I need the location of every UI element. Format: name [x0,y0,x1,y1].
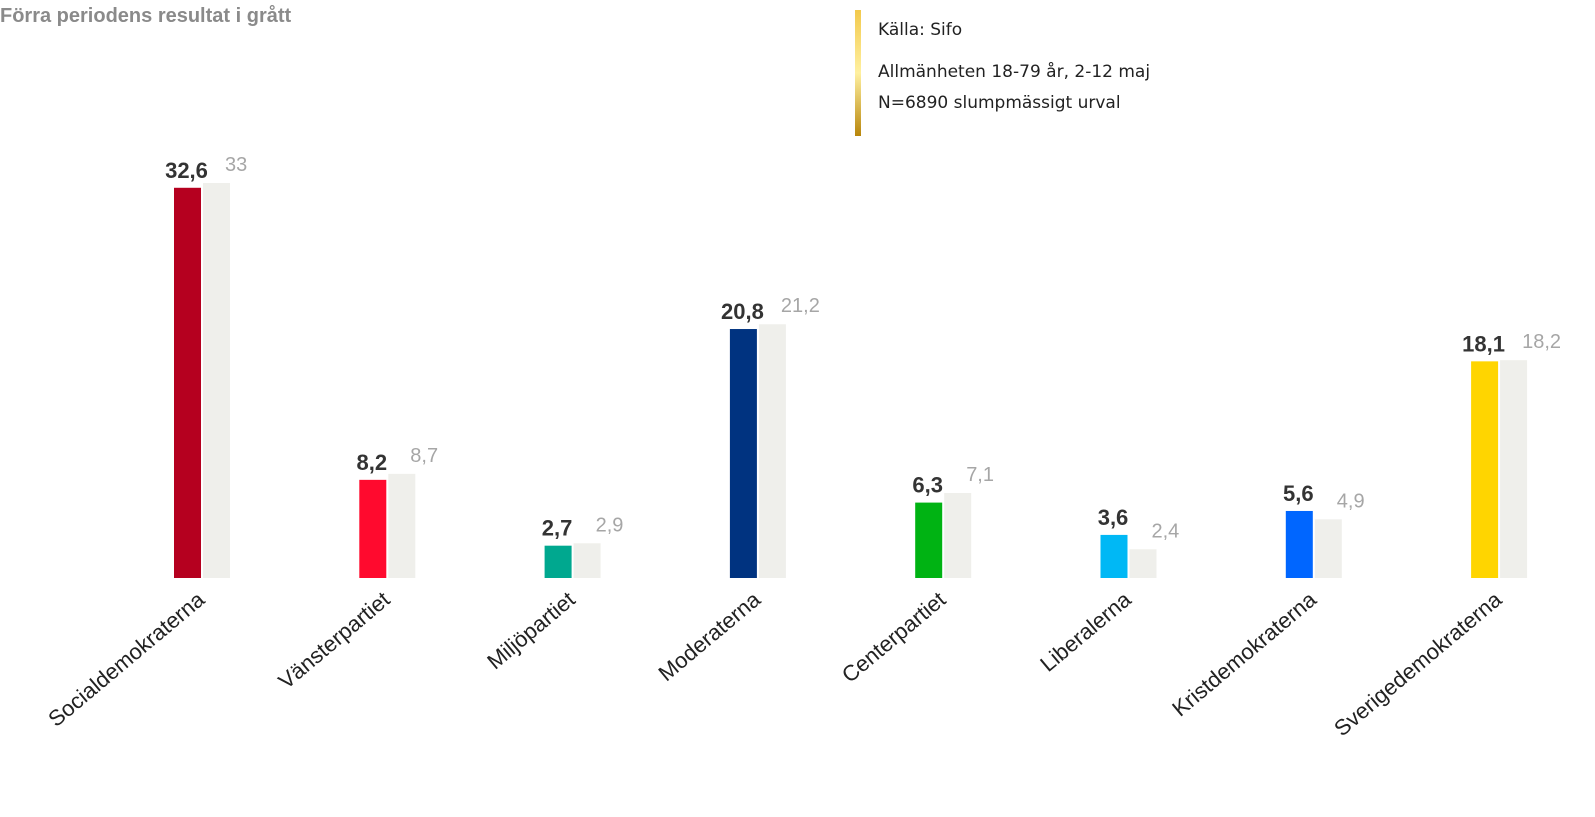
subtitle: Förra periodens resultat i grått [0,4,292,27]
source-accent [855,10,861,136]
bar [359,479,387,578]
value-label-previous: 7,1 [966,464,994,486]
x-tick-label: Centerpartiet [837,587,951,688]
bar-previous [1500,360,1528,578]
x-tick-label: Miljöpartiet [482,587,580,675]
value-label: 8,2 [357,450,388,475]
bar-previous [203,183,230,578]
x-tick-label: Vänsterpartiet [274,587,395,694]
x-tick-label: Liberalerna [1035,586,1136,676]
bar [174,187,201,578]
x-tick-label: Sverigedemokraterna [1329,586,1507,741]
bar-previous [758,324,786,578]
x-tick-label: Moderaterna [653,586,765,686]
bar [729,329,757,578]
value-label-previous: 33 [225,154,247,176]
value-label: 20,8 [721,299,764,324]
bar [1471,361,1499,578]
bar [1285,510,1313,578]
bar [915,502,943,578]
source-line: Allmänheten 18-79 år, 2-12 maj [878,61,1150,82]
value-label-previous: 2,4 [1152,520,1180,542]
x-tick-label: Kristdemokraterna [1167,586,1321,721]
source-line: Källa: Sifo [878,20,962,40]
bar-previous [388,473,416,578]
value-label: 5,6 [1283,481,1314,506]
bar-previous [1314,519,1342,578]
value-label-previous: 8,7 [410,445,438,467]
bar-previous [573,543,601,578]
value-label: 3,6 [1098,505,1129,530]
x-tick-label: Socialdemokraterna [43,586,210,731]
bar [544,545,572,578]
bar-previous [1129,549,1157,578]
value-label: 32,6 [165,158,208,183]
value-label: 2,7 [542,516,573,541]
bar [1100,534,1128,578]
value-label-previous: 18,2 [1522,331,1561,353]
value-label-previous: 4,9 [1337,490,1365,512]
value-label-previous: 2,9 [596,514,624,536]
value-label-previous: 21,2 [781,295,820,317]
value-label: 6,3 [912,473,943,498]
value-label: 18,1 [1462,331,1505,356]
bar-previous [944,493,972,578]
source-line: N=6890 slumpmässigt urval [878,93,1121,113]
